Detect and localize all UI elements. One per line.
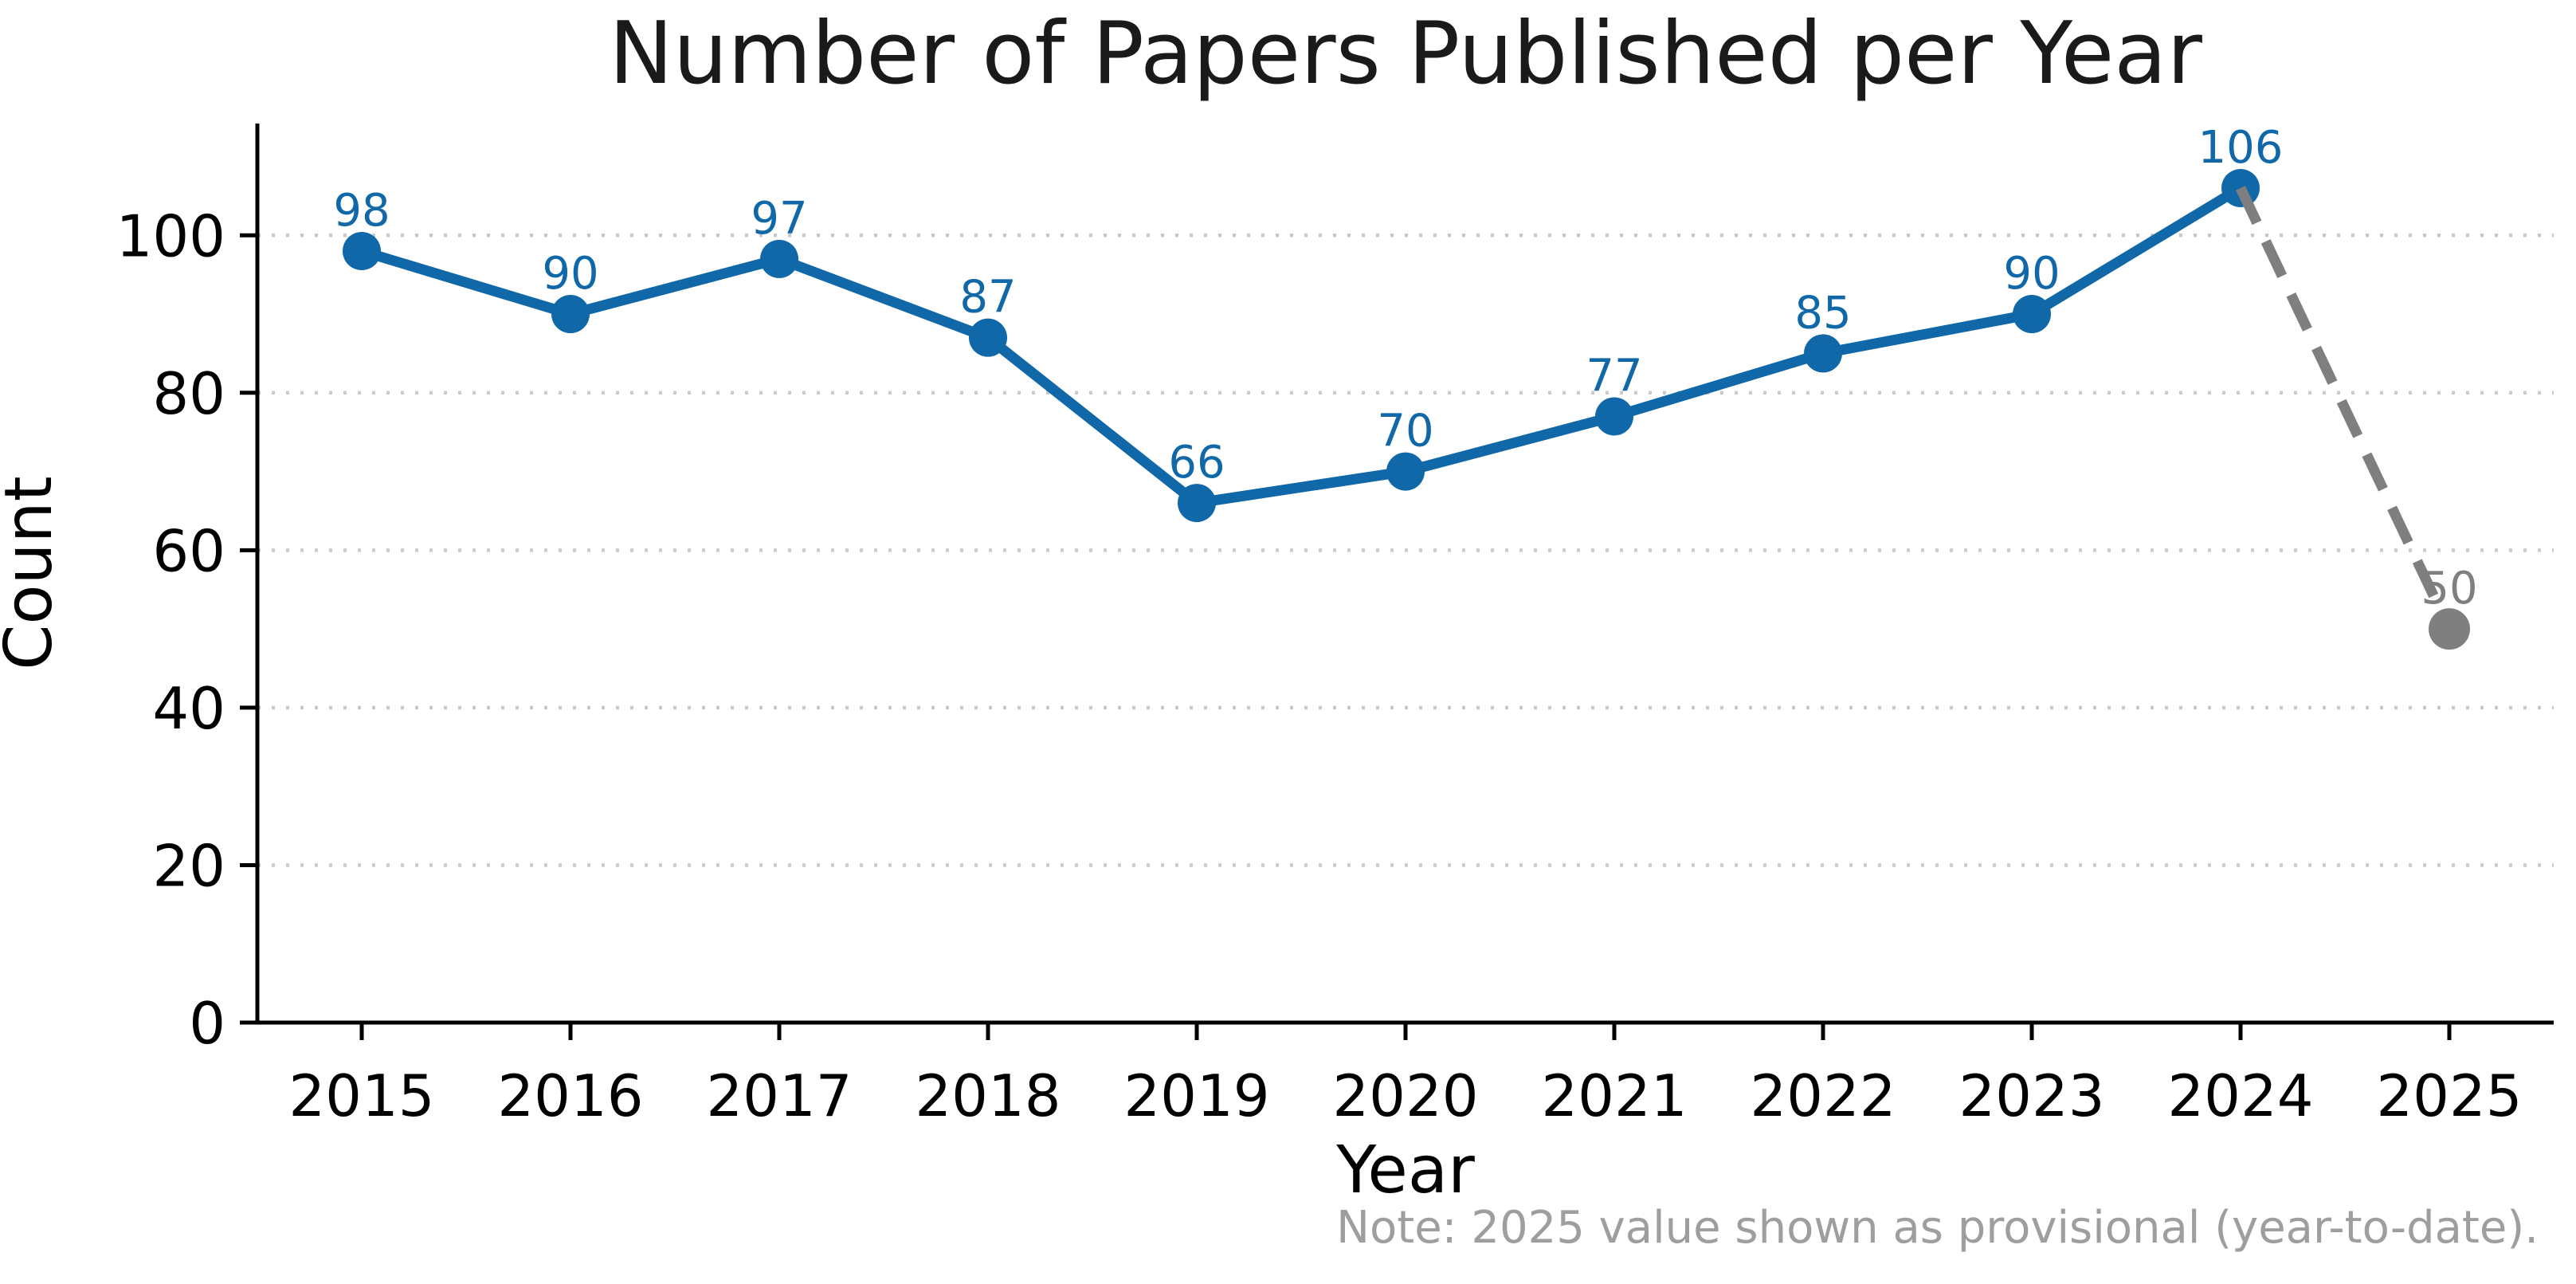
data-point-label: 87 bbox=[959, 272, 1016, 324]
data-point-label: 85 bbox=[1794, 287, 1851, 339]
x-tick-label: 2024 bbox=[2167, 1062, 2313, 1129]
data-point-label: 66 bbox=[1168, 437, 1225, 489]
x-tick-label: 2020 bbox=[1332, 1062, 1478, 1129]
series-line-solid bbox=[356, 183, 2246, 508]
provisional-point-marker bbox=[2429, 608, 2470, 650]
x-axis-label: Year bbox=[1335, 1133, 1475, 1208]
data-point-marker bbox=[551, 295, 590, 334]
data-point-label: 77 bbox=[1586, 350, 1642, 402]
data-point-marker bbox=[343, 232, 381, 271]
data-point-marker bbox=[1595, 397, 1633, 436]
x-tick-label: 2017 bbox=[706, 1062, 852, 1129]
chart-title: Number of Papers Published per Year bbox=[609, 4, 2202, 104]
y-tick-label: 80 bbox=[152, 360, 225, 427]
data-point-label: 50 bbox=[2421, 563, 2477, 615]
y-tick-label: 20 bbox=[152, 832, 225, 899]
data-point-marker bbox=[1178, 484, 1216, 523]
y-tick-label: 60 bbox=[152, 517, 225, 584]
data-point-label: 90 bbox=[542, 248, 598, 300]
data-point-label: 70 bbox=[1377, 406, 1433, 457]
y-tick-label: 100 bbox=[116, 202, 225, 269]
x-tick-label: 2021 bbox=[1541, 1062, 1687, 1129]
x-tick-label: 2023 bbox=[1958, 1062, 2104, 1129]
data-point-marker bbox=[1386, 452, 1425, 491]
chart-canvas: 0 20 40 60 80 100 2015 2016 2017 2018 2019 2020 2021… bbox=[116, 122, 2554, 1129]
data-point-marker bbox=[969, 318, 1007, 357]
data-point-marker bbox=[760, 239, 798, 278]
x-tick-label: 2016 bbox=[497, 1062, 643, 1129]
data-point-label: 98 bbox=[333, 185, 390, 237]
y-axis-label: Count bbox=[0, 476, 67, 670]
x-tick-label: 2022 bbox=[1750, 1062, 1896, 1129]
data-point-label: 90 bbox=[2003, 248, 2060, 300]
x-tick-label: 2015 bbox=[288, 1062, 434, 1129]
data-point-label: 106 bbox=[2198, 122, 2284, 174]
x-tick-label: 2025 bbox=[2376, 1062, 2522, 1129]
y-tick-label: 0 bbox=[189, 990, 225, 1057]
data-point-marker bbox=[2013, 295, 2051, 334]
provisional-note: Note: 2025 value shown as provisional (y… bbox=[1336, 1202, 2539, 1254]
data-point-label: 97 bbox=[751, 193, 807, 245]
x-tick-label: 2018 bbox=[915, 1062, 1061, 1129]
provisional-line-dashed bbox=[2236, 186, 2454, 631]
x-tick-label: 2019 bbox=[1123, 1062, 1269, 1129]
y-tick-label: 40 bbox=[152, 675, 225, 742]
data-point-marker bbox=[1804, 334, 1842, 373]
